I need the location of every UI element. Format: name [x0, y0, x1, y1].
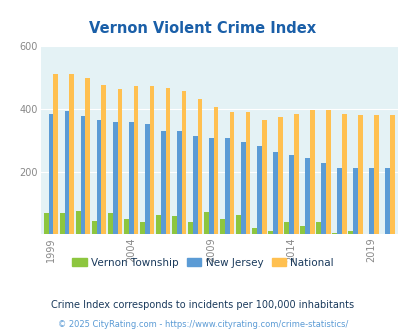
Bar: [101, 85, 106, 234]
Bar: [145, 124, 149, 234]
Bar: [229, 112, 234, 234]
Bar: [213, 107, 218, 234]
Bar: [76, 211, 81, 234]
Text: Vernon Violent Crime Index: Vernon Violent Crime Index: [89, 21, 316, 36]
Bar: [357, 115, 362, 234]
Bar: [299, 225, 304, 234]
Bar: [325, 110, 330, 234]
Bar: [44, 213, 49, 234]
Bar: [304, 158, 309, 234]
Bar: [160, 131, 165, 234]
Bar: [49, 114, 53, 234]
Bar: [347, 231, 352, 234]
Bar: [204, 213, 208, 234]
Bar: [172, 216, 176, 234]
Bar: [384, 169, 389, 234]
Bar: [341, 114, 346, 234]
Bar: [64, 111, 69, 234]
Bar: [208, 138, 213, 234]
Bar: [368, 169, 373, 234]
Bar: [69, 75, 74, 234]
Bar: [108, 213, 113, 234]
Bar: [192, 136, 197, 234]
Bar: [133, 86, 138, 234]
Bar: [188, 222, 192, 234]
Bar: [96, 120, 101, 234]
Bar: [124, 219, 128, 234]
Bar: [128, 122, 133, 234]
Bar: [85, 78, 90, 234]
Bar: [156, 215, 160, 234]
Bar: [293, 114, 298, 234]
Bar: [272, 152, 277, 234]
Bar: [389, 115, 394, 234]
Bar: [277, 117, 282, 234]
Bar: [288, 155, 293, 234]
Bar: [284, 222, 288, 234]
Bar: [113, 122, 117, 234]
Bar: [60, 213, 64, 234]
Text: © 2025 CityRating.com - https://www.cityrating.com/crime-statistics/: © 2025 CityRating.com - https://www.city…: [58, 319, 347, 329]
Bar: [181, 91, 186, 234]
Bar: [261, 120, 266, 234]
Bar: [315, 222, 320, 234]
Bar: [252, 228, 256, 234]
Bar: [336, 169, 341, 234]
Bar: [220, 219, 224, 234]
Bar: [256, 146, 261, 234]
Bar: [81, 116, 85, 234]
Bar: [309, 110, 314, 234]
Bar: [240, 143, 245, 234]
Bar: [165, 88, 170, 234]
Bar: [373, 115, 378, 234]
Bar: [245, 112, 250, 234]
Bar: [176, 131, 181, 234]
Bar: [320, 163, 325, 234]
Bar: [224, 138, 229, 234]
Bar: [352, 169, 357, 234]
Bar: [197, 100, 202, 234]
Bar: [117, 88, 122, 234]
Bar: [92, 221, 96, 234]
Text: Crime Index corresponds to incidents per 100,000 inhabitants: Crime Index corresponds to incidents per…: [51, 300, 354, 310]
Bar: [235, 215, 240, 234]
Bar: [267, 231, 272, 234]
Bar: [53, 75, 58, 234]
Bar: [149, 86, 154, 234]
Bar: [331, 233, 336, 234]
Legend: Vernon Township, New Jersey, National: Vernon Township, New Jersey, National: [68, 254, 337, 272]
Bar: [140, 222, 145, 234]
